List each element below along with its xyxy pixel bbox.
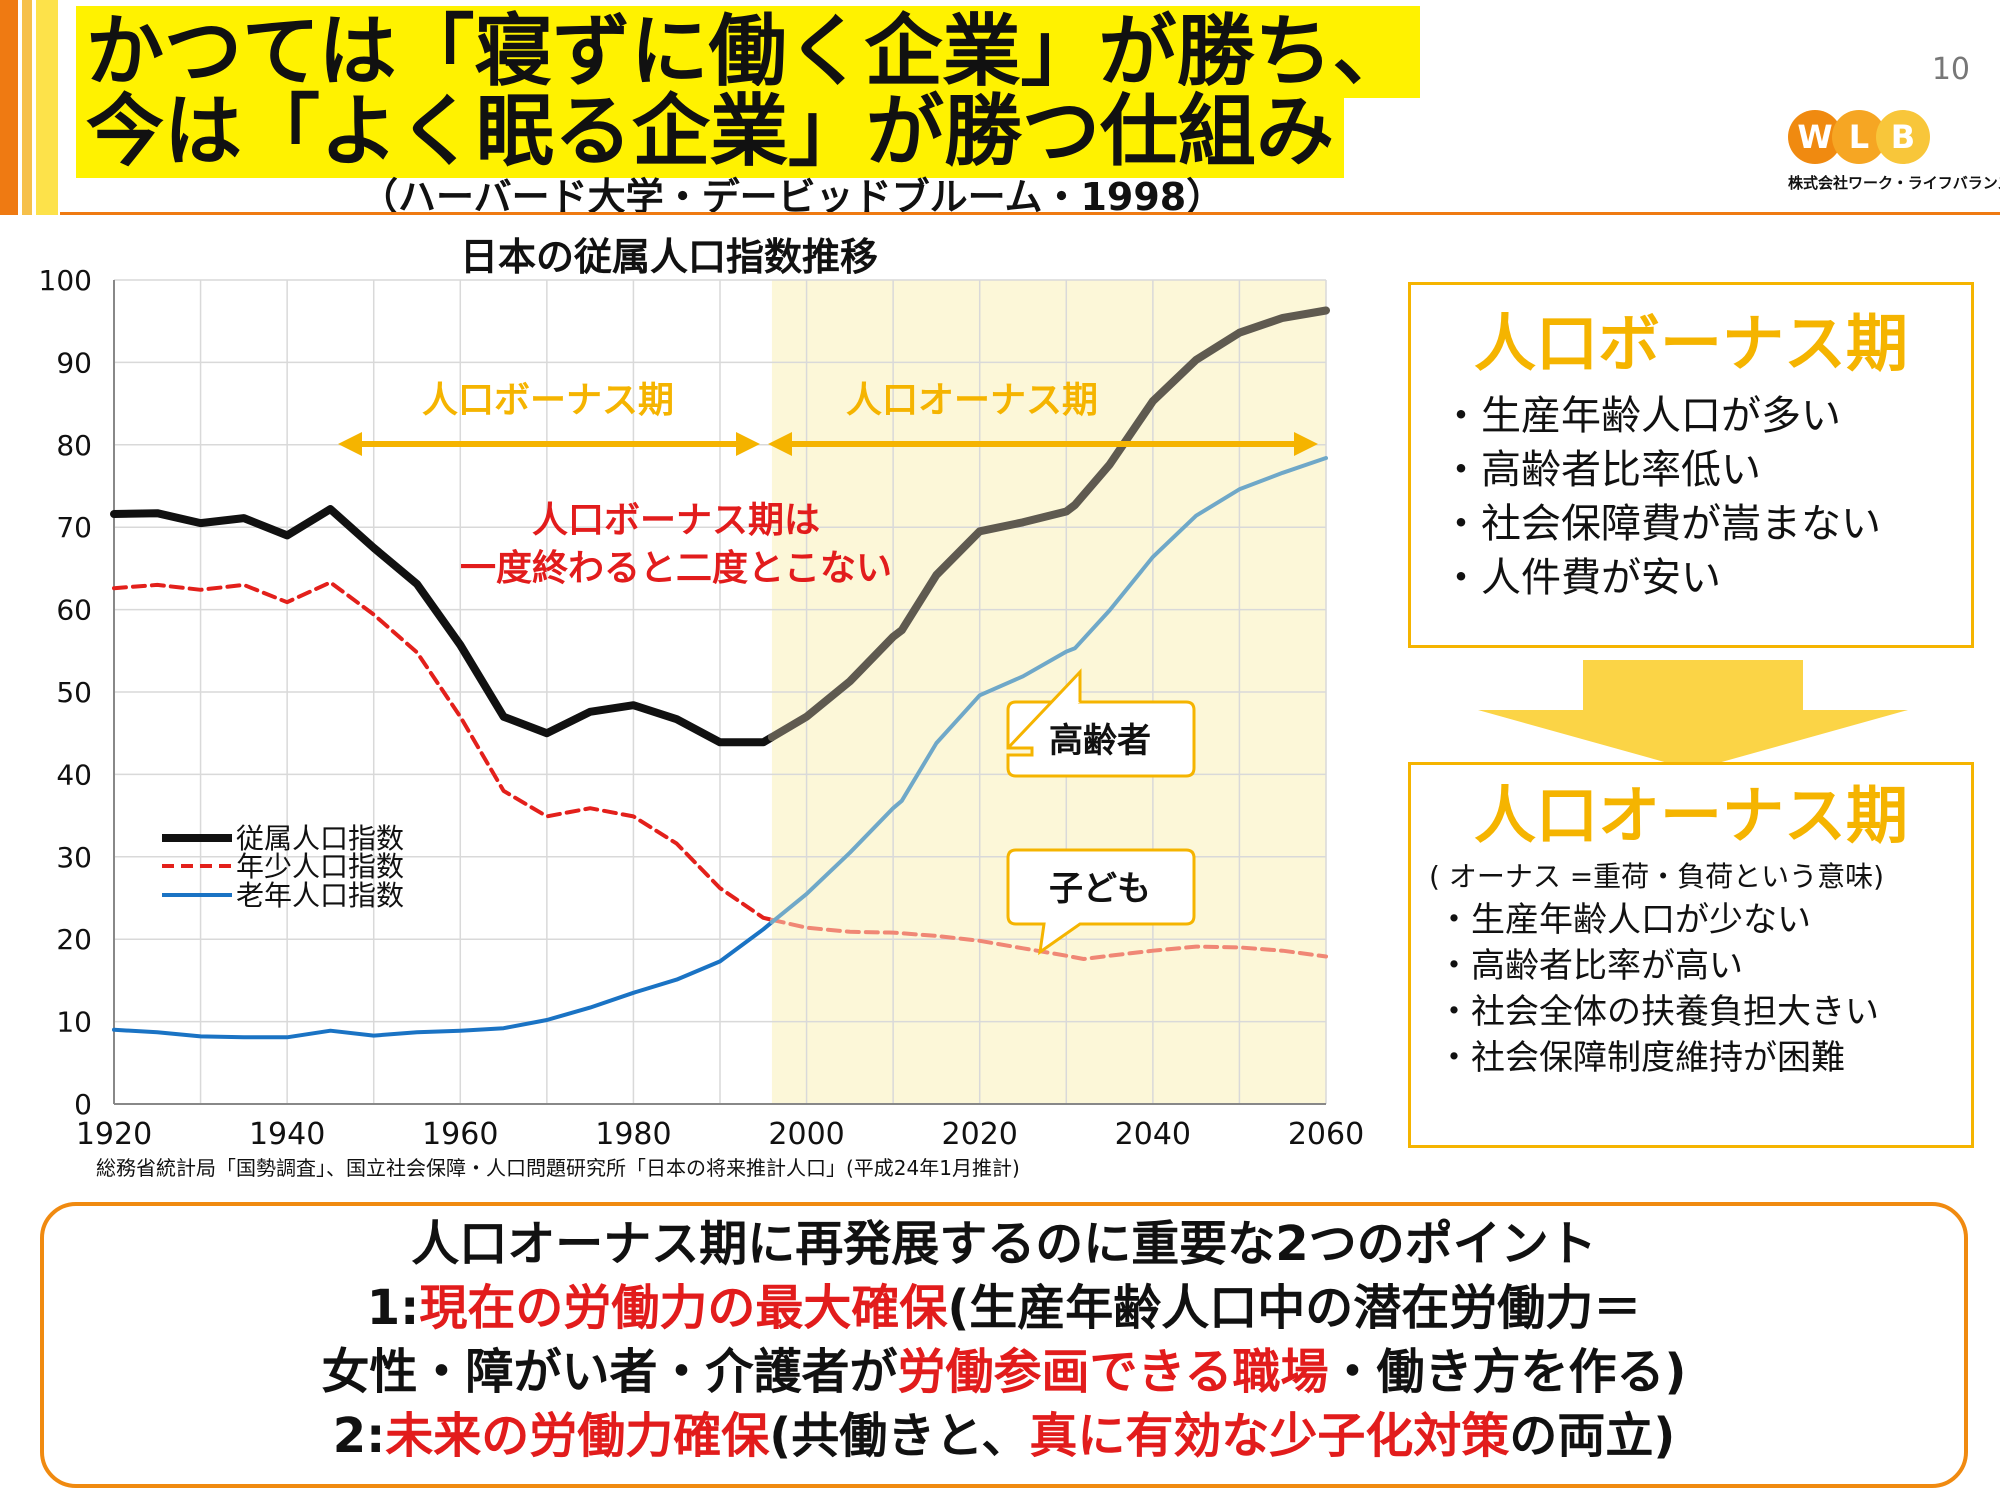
list-item: ・社会保障費が嵩まない	[1441, 501, 1881, 547]
y-tick-label: 80	[56, 429, 92, 462]
x-tick-label: 1960	[422, 1117, 498, 1152]
key-points-box: 人口オーナス期に再発展するのに重要な2つのポイント 1:現在の労働力の最大確保(…	[40, 1202, 1968, 1488]
header-divider	[60, 212, 2000, 215]
point-number: 1:	[366, 1280, 420, 1336]
data-source-note: 総務省統計局「国勢調査」、国立社会保障・人口問題研究所「日本の将来推計人口」(平…	[96, 1156, 1020, 1180]
y-tick-label: 60	[56, 594, 92, 627]
x-tick-label: 2000	[768, 1117, 844, 1152]
y-tick-label: 50	[56, 676, 92, 709]
onus-period-label: 人口オーナス期	[846, 380, 1098, 421]
series-line-projection	[767, 306, 1330, 742]
legend-label: 老年人口指数	[236, 879, 404, 912]
emphasis-text: 現在の労働力の最大確保	[419, 1280, 948, 1336]
legend-label: 従属人口指数	[236, 822, 404, 855]
series-line-historical	[110, 505, 776, 747]
elderly-callout-label: 高齢者	[1049, 721, 1151, 761]
y-tick-label: 30	[56, 841, 92, 874]
accent-stripe	[22, 0, 32, 215]
onus-box-note: ( オーナス =重荷・負荷という意味)	[1429, 860, 1885, 893]
children-callout-label: 子ども	[1049, 869, 1151, 909]
page-number: 10	[1931, 52, 1970, 87]
onus-box-title: 人口オーナス期	[1473, 779, 1908, 852]
point-text: 女性・障がい者・介護者が	[321, 1344, 898, 1400]
chart-note-line-1: 人口ボーナス期は	[532, 500, 820, 541]
emphasis-text: 未来の労働力確保	[385, 1408, 770, 1464]
legend-item-youth: 年少人口指数	[162, 850, 404, 883]
slide-title-line-1: かつては「寝ずに働く企業」が勝ち、	[76, 6, 1421, 98]
key-points-heading: 人口オーナス期に再発展するのに重要な2つのポイント	[411, 1216, 1597, 1272]
legend-item-elderly: 老年人口指数	[162, 879, 404, 912]
onus-period-arrow	[768, 432, 1318, 456]
y-tick-label: 20	[56, 923, 92, 956]
series-line-historical	[112, 580, 774, 922]
y-tick-label: 0	[74, 1088, 92, 1121]
x-tick-label: 2020	[942, 1117, 1018, 1152]
x-tick-label: 2060	[1288, 1117, 1364, 1152]
company-logo: W L B 株式会社ワーク・ライフバランス	[1788, 110, 2000, 200]
bonus-period-label: 人口ボーナス期	[422, 380, 674, 421]
down-arrow	[1478, 660, 1908, 770]
x-tick-label: 1920	[76, 1117, 152, 1152]
accent-stripe	[36, 0, 58, 215]
bonus-period-arrow	[338, 432, 760, 456]
elderly-callout: 高齢者	[1006, 668, 1196, 778]
logo-caption: 株式会社ワーク・ライフバランス	[1788, 174, 2000, 192]
chart-note-line-2: 一度終わると二度とこない	[460, 548, 892, 589]
slide-title-line-2: 今は「よく眠る企業」が勝つ仕組み	[76, 86, 1345, 178]
x-tick-label: 2040	[1115, 1117, 1191, 1152]
point-number: 2:	[332, 1408, 386, 1464]
onus-period-box: 人口オーナス期 ( オーナス =重荷・負荷という意味) ・生産年齢人口が少ない …	[1408, 762, 1974, 1148]
y-tick-label: 70	[56, 511, 92, 544]
y-tick-label: 40	[56, 758, 92, 791]
series-line-projection	[769, 456, 1328, 925]
point-text: (生産年齢人口中の潜在労働力＝	[947, 1280, 1642, 1336]
key-point-1: 1:現在の労働力の最大確保(生産年齢人口中の潜在労働力＝	[44, 1276, 1964, 1340]
legend-item-dependency: 従属人口指数	[162, 822, 404, 855]
list-item: ・人件費が安い	[1441, 555, 1721, 601]
key-point-1-detail: 女性・障がい者・介護者が労働参画できる職場・働き方を作る)	[44, 1340, 1964, 1404]
list-item: ・高齢者比率が高い	[1437, 946, 1743, 986]
list-item: ・社会保障制度維持が困難	[1437, 1038, 1845, 1078]
legend-label: 年少人口指数	[236, 850, 404, 883]
onus-box-list: ・生産年齢人口が少ない ・高齢者比率が高い ・社会全体の扶養負担大きい ・社会保…	[1411, 897, 1971, 1081]
list-item: ・生産年齢人口が多い	[1441, 393, 1841, 439]
bonus-box-list: ・生産年齢人口が多い ・高齢者比率低い ・社会保障費が嵩まない ・人件費が安い	[1411, 389, 1971, 605]
key-point-2: 2:未来の労働力確保(共働きと、真に有効な少子化対策の両立)	[44, 1404, 1964, 1468]
logo-letter: B	[1876, 110, 1930, 164]
point-text: (共働きと、	[769, 1408, 1030, 1464]
point-text: ・働き方を作る)	[1328, 1344, 1687, 1400]
list-item: ・高齢者比率低い	[1441, 447, 1761, 493]
x-tick-label: 1940	[249, 1117, 325, 1152]
point-text: の両立)	[1509, 1408, 1676, 1464]
bonus-period-box: 人口ボーナス期 ・生産年齢人口が多い ・高齢者比率低い ・社会保障費が嵩まない …	[1408, 282, 1974, 648]
emphasis-text: 労働参画できる職場	[897, 1344, 1329, 1400]
x-tick-label: 1980	[595, 1117, 671, 1152]
y-tick-label: 10	[56, 1006, 92, 1039]
bonus-box-title: 人口ボーナス期	[1473, 307, 1908, 380]
slide-subtitle: （ハーバード大学・デービッドブルーム・1998）	[360, 175, 1225, 219]
chart-title: 日本の従属人口指数推移	[460, 235, 879, 279]
series-line-projection	[769, 917, 1328, 961]
list-item: ・生産年齢人口が少ない	[1437, 900, 1811, 940]
accent-stripe	[0, 0, 18, 215]
y-tick-label: 90	[56, 346, 92, 379]
chart-legend: 従属人口指数 年少人口指数 老年人口指数	[162, 822, 404, 912]
emphasis-text: 真に有効な少子化対策	[1029, 1408, 1510, 1464]
series-line-historical	[112, 920, 774, 1040]
children-callout: 子ども	[1006, 848, 1196, 956]
y-tick-label: 100	[39, 264, 92, 297]
list-item: ・社会全体の扶養負担大きい	[1437, 992, 1879, 1032]
